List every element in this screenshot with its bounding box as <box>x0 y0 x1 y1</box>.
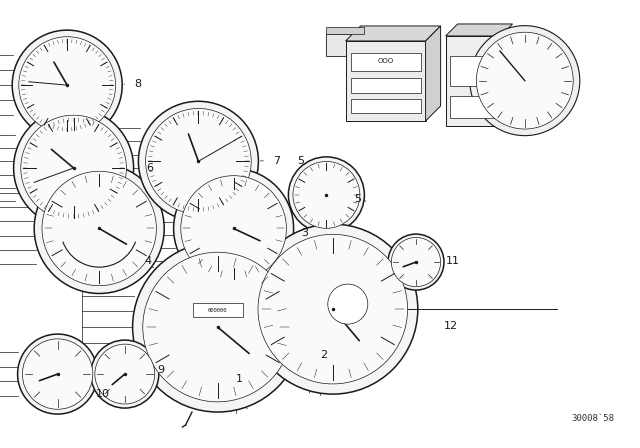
Circle shape <box>289 157 364 233</box>
Circle shape <box>95 344 155 404</box>
Text: 30008`58: 30008`58 <box>572 414 614 423</box>
Bar <box>351 99 420 113</box>
Text: 000000: 000000 <box>208 307 227 313</box>
Text: 1: 1 <box>236 374 243 383</box>
Bar <box>450 96 497 118</box>
Circle shape <box>12 30 122 140</box>
Circle shape <box>13 108 134 228</box>
Text: 8: 8 <box>134 79 141 89</box>
Bar <box>351 78 420 93</box>
Circle shape <box>392 237 440 287</box>
Circle shape <box>22 339 93 409</box>
Circle shape <box>17 334 97 414</box>
Text: 7: 7 <box>273 156 280 166</box>
Circle shape <box>293 161 360 228</box>
Circle shape <box>181 176 287 281</box>
Text: 9: 9 <box>157 365 164 375</box>
Text: 4: 4 <box>144 256 151 266</box>
Bar <box>445 36 500 126</box>
Circle shape <box>476 32 573 129</box>
Circle shape <box>42 171 156 286</box>
Circle shape <box>19 37 116 134</box>
Circle shape <box>91 340 159 408</box>
Polygon shape <box>445 24 513 36</box>
Text: 5: 5 <box>298 156 305 166</box>
Polygon shape <box>346 26 440 41</box>
Text: 5: 5 <box>354 194 361 204</box>
Circle shape <box>146 108 252 214</box>
Polygon shape <box>426 26 440 121</box>
Circle shape <box>328 284 368 324</box>
Circle shape <box>138 101 259 221</box>
Circle shape <box>248 224 418 394</box>
Bar <box>326 34 364 56</box>
Text: 10: 10 <box>96 389 110 399</box>
Bar <box>326 27 364 34</box>
Circle shape <box>132 242 303 412</box>
Text: 12: 12 <box>444 321 458 331</box>
Circle shape <box>388 234 444 290</box>
Circle shape <box>34 164 164 293</box>
Text: 6: 6 <box>146 163 153 173</box>
Bar <box>346 41 426 121</box>
Bar <box>351 53 420 71</box>
Text: 2: 2 <box>320 350 327 360</box>
Circle shape <box>21 115 127 221</box>
Circle shape <box>173 168 294 289</box>
Circle shape <box>143 252 292 402</box>
Text: OOO: OOO <box>378 58 394 64</box>
Circle shape <box>258 234 408 384</box>
Bar <box>193 303 243 317</box>
Text: 3: 3 <box>301 228 308 237</box>
Bar <box>450 56 497 86</box>
Text: 11: 11 <box>446 256 460 266</box>
Circle shape <box>470 26 580 136</box>
